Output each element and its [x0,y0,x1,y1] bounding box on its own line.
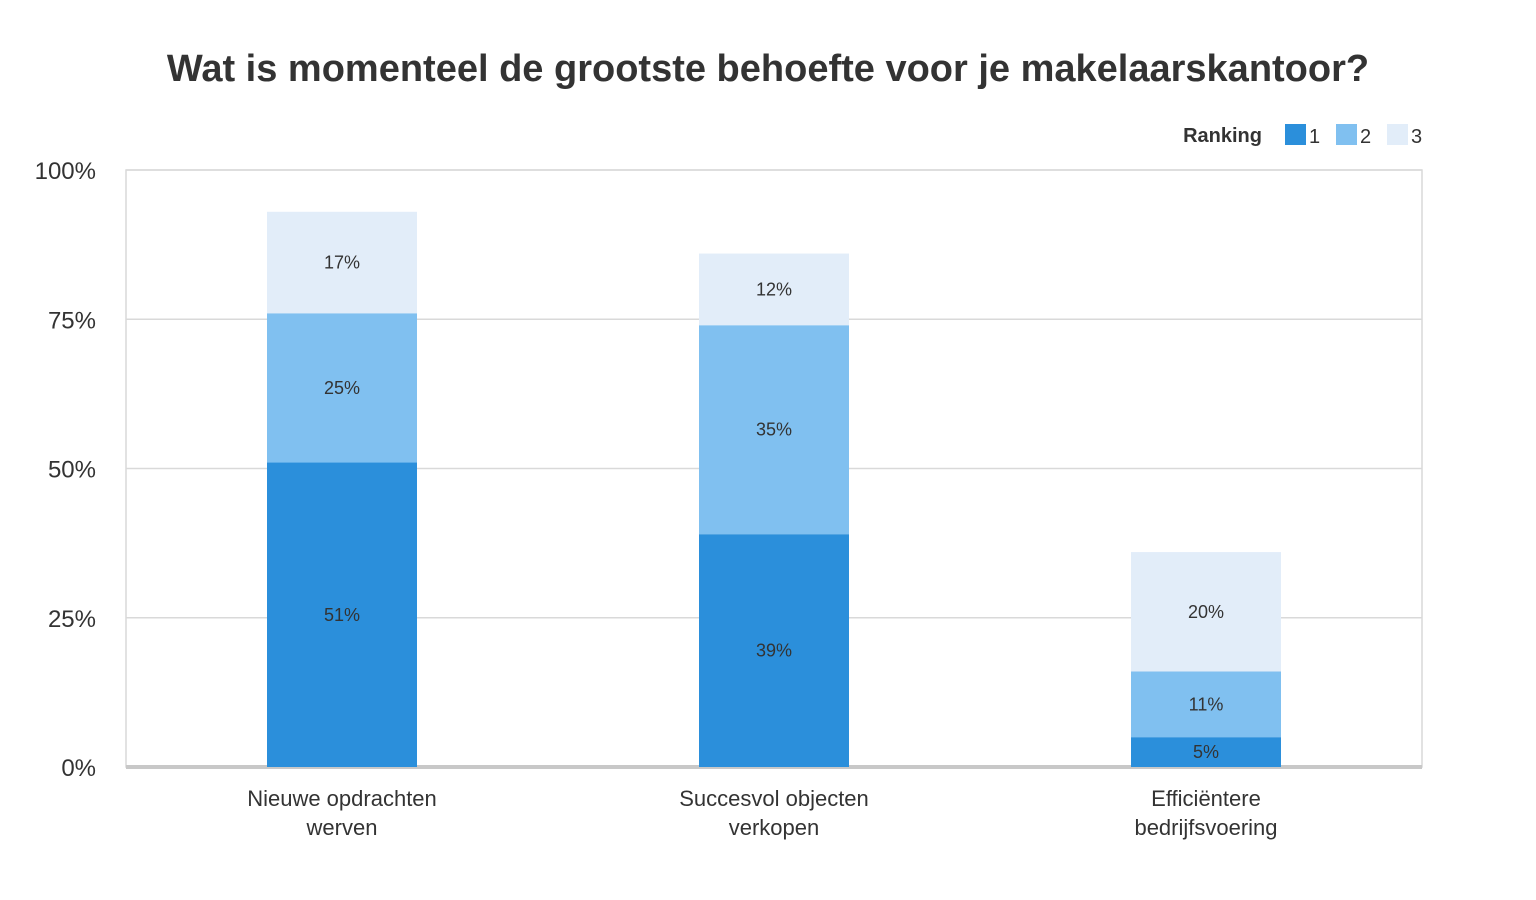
x-axis-categories: Nieuwe opdrachten werven Succesvol objecte… [247,786,1277,840]
y-axis-ticks: 0% 25% 50% 75% 100% [35,158,96,782]
category-label: Succesvol objecten [679,786,869,811]
y-tick-label: 100% [35,158,96,185]
data-label: 51% [324,605,360,625]
data-label: 39% [756,641,792,661]
bar-segment-rank-1 [699,534,849,767]
data-label: 17% [324,253,360,273]
data-label: 11% [1189,694,1224,714]
legend-label-rank-3: 3 [1411,126,1422,148]
data-label: 5% [1193,742,1219,762]
category-label: verkopen [729,815,820,840]
legend-swatch-rank-1 [1285,124,1306,145]
y-tick-label: 75% [48,307,96,334]
y-tick-label: 25% [48,606,96,633]
bar-segment-rank-3 [267,211,417,314]
category-label: werven [306,815,378,840]
category-label: Nieuwe opdrachten [247,786,437,811]
y-tick-label: 0% [61,755,96,782]
data-labels: 51% 25% 17% 39% 35% 12% 5% 11% 20% [324,253,1224,763]
legend-swatch-rank-3 [1387,124,1408,145]
legend: Ranking 1 2 3 [1183,124,1422,148]
legend-swatch-rank-2 [1336,124,1357,145]
data-label: 25% [324,378,360,398]
bar-segment-rank-3 [1131,552,1281,672]
legend-label-rank-2: 2 [1360,126,1371,148]
bar-segment-rank-2 [699,325,849,535]
category-label: bedrijfsvoering [1134,815,1277,840]
legend-label-rank-1: 1 [1309,126,1320,148]
y-tick-label: 50% [48,457,96,484]
bar-segment-rank-2 [267,313,417,463]
legend-title: Ranking [1183,125,1262,147]
chart-title: Wat is momenteel de grootste behoefte vo… [166,48,1370,90]
data-label: 20% [1188,602,1224,622]
category-label: Efficiëntere [1151,786,1261,811]
bar-segment-rank-2 [1131,671,1281,738]
bar-segment-rank-1 [1131,737,1281,767]
bar-segment-rank-1 [267,462,417,767]
data-label: 12% [756,279,792,299]
bar-segment-rank-3 [699,253,849,326]
data-label: 35% [756,420,792,440]
bars [267,211,1281,767]
